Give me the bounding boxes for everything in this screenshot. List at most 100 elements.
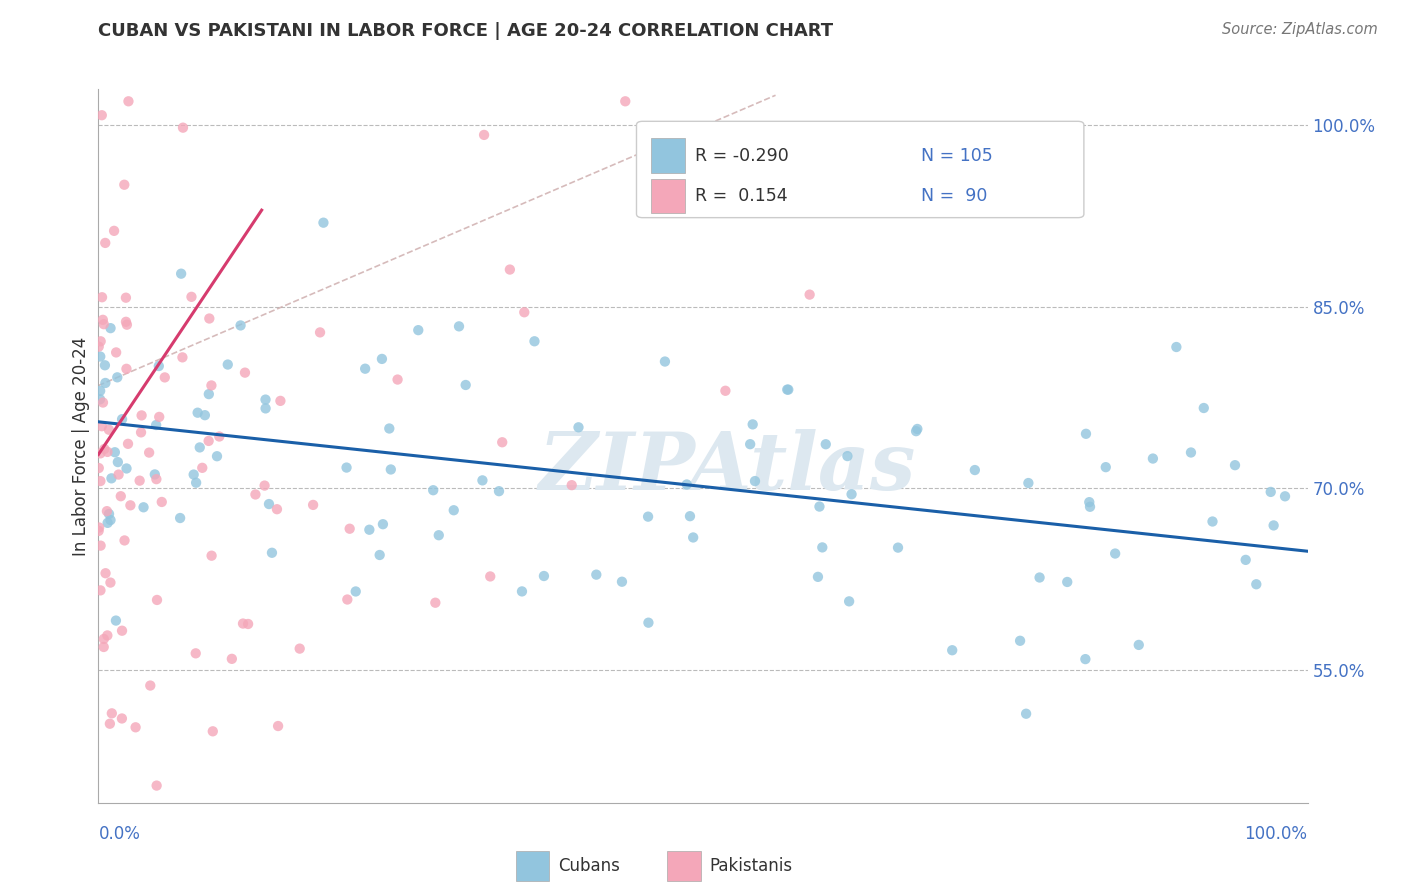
Point [105,370,128,384]
Text: 100.0%: 100.0% [1244,825,1308,843]
Point [90,419,112,434]
Point [905,424,928,438]
Point [187,406,209,420]
Point [96,445,118,459]
Point [1094,460,1116,475]
Point [1128,638,1150,652]
FancyBboxPatch shape [637,121,1084,218]
Point [887,541,910,555]
Point [488,484,510,499]
Point [100,321,122,335]
Point [585,567,607,582]
Point [422,483,444,498]
Text: Cubans: Cubans [558,857,620,875]
Point [200,549,222,563]
Point [198,311,221,326]
Point [682,531,704,545]
Point [267,719,290,733]
Point [838,594,860,608]
Point [191,460,214,475]
Point [447,319,470,334]
Point [335,460,357,475]
Text: CUBAN VS PAKISTANI IN LABOR FORCE | AGE 20-24 CORRELATION CHART: CUBAN VS PAKISTANI IN LABOR FORCE | AGE … [98,22,834,40]
Point [799,287,821,301]
Point [172,120,194,135]
Text: ZIPAtlas: ZIPAtlas [538,429,915,506]
Point [89,583,111,598]
Point [172,351,194,365]
Point [1078,500,1101,514]
Point [89,392,111,407]
Point [148,359,170,373]
Point [89,446,111,460]
Point [679,509,702,524]
Point [93,632,115,646]
Point [378,421,401,435]
Text: 0.0%: 0.0% [98,825,141,843]
Point [387,373,409,387]
Point [170,267,193,281]
Point [1201,515,1223,529]
Point [1234,553,1257,567]
Point [425,596,447,610]
Point [963,463,986,477]
Point [87,524,110,538]
Point [101,706,124,721]
Point [744,474,766,488]
Point [94,376,117,390]
Point [245,487,267,501]
Point [107,455,129,469]
Point [778,383,800,397]
Point [257,497,280,511]
Point [1263,518,1285,533]
Point [807,570,830,584]
Point [100,471,122,485]
Point [115,461,138,475]
Point [513,305,536,319]
Point [93,317,115,331]
Point [100,513,122,527]
Point [107,467,129,482]
Point [359,523,381,537]
Text: Pakistanis: Pakistanis [709,857,792,875]
Point [89,474,111,488]
Text: N =  90: N = 90 [921,187,987,205]
Point [260,546,283,560]
Point [208,429,231,443]
Point [1074,652,1097,666]
Point [253,478,276,492]
Point [120,499,142,513]
Point [1260,484,1282,499]
Point [1223,458,1246,473]
Text: Source: ZipAtlas.com: Source: ZipAtlas.com [1222,22,1378,37]
Text: R = -0.290: R = -0.290 [695,146,789,164]
Point [1056,574,1078,589]
Point [443,503,465,517]
Point [197,434,219,448]
Point [1274,489,1296,503]
Point [111,624,134,638]
Point [675,477,697,491]
Point [533,569,555,583]
Point [90,334,112,349]
Point [837,449,859,463]
Point [1010,633,1032,648]
Point [499,262,522,277]
Point [610,574,633,589]
Point [93,640,115,654]
Point [1078,495,1101,509]
Point [427,528,450,542]
Point [254,392,277,407]
Point [236,617,259,632]
Point [814,437,837,451]
Point [93,442,115,456]
Point [103,224,125,238]
Point [221,652,243,666]
Point [312,216,335,230]
Point [741,417,763,432]
Point [302,498,325,512]
Point [654,354,676,368]
Point [217,358,239,372]
Point [471,474,494,488]
Point [180,290,202,304]
